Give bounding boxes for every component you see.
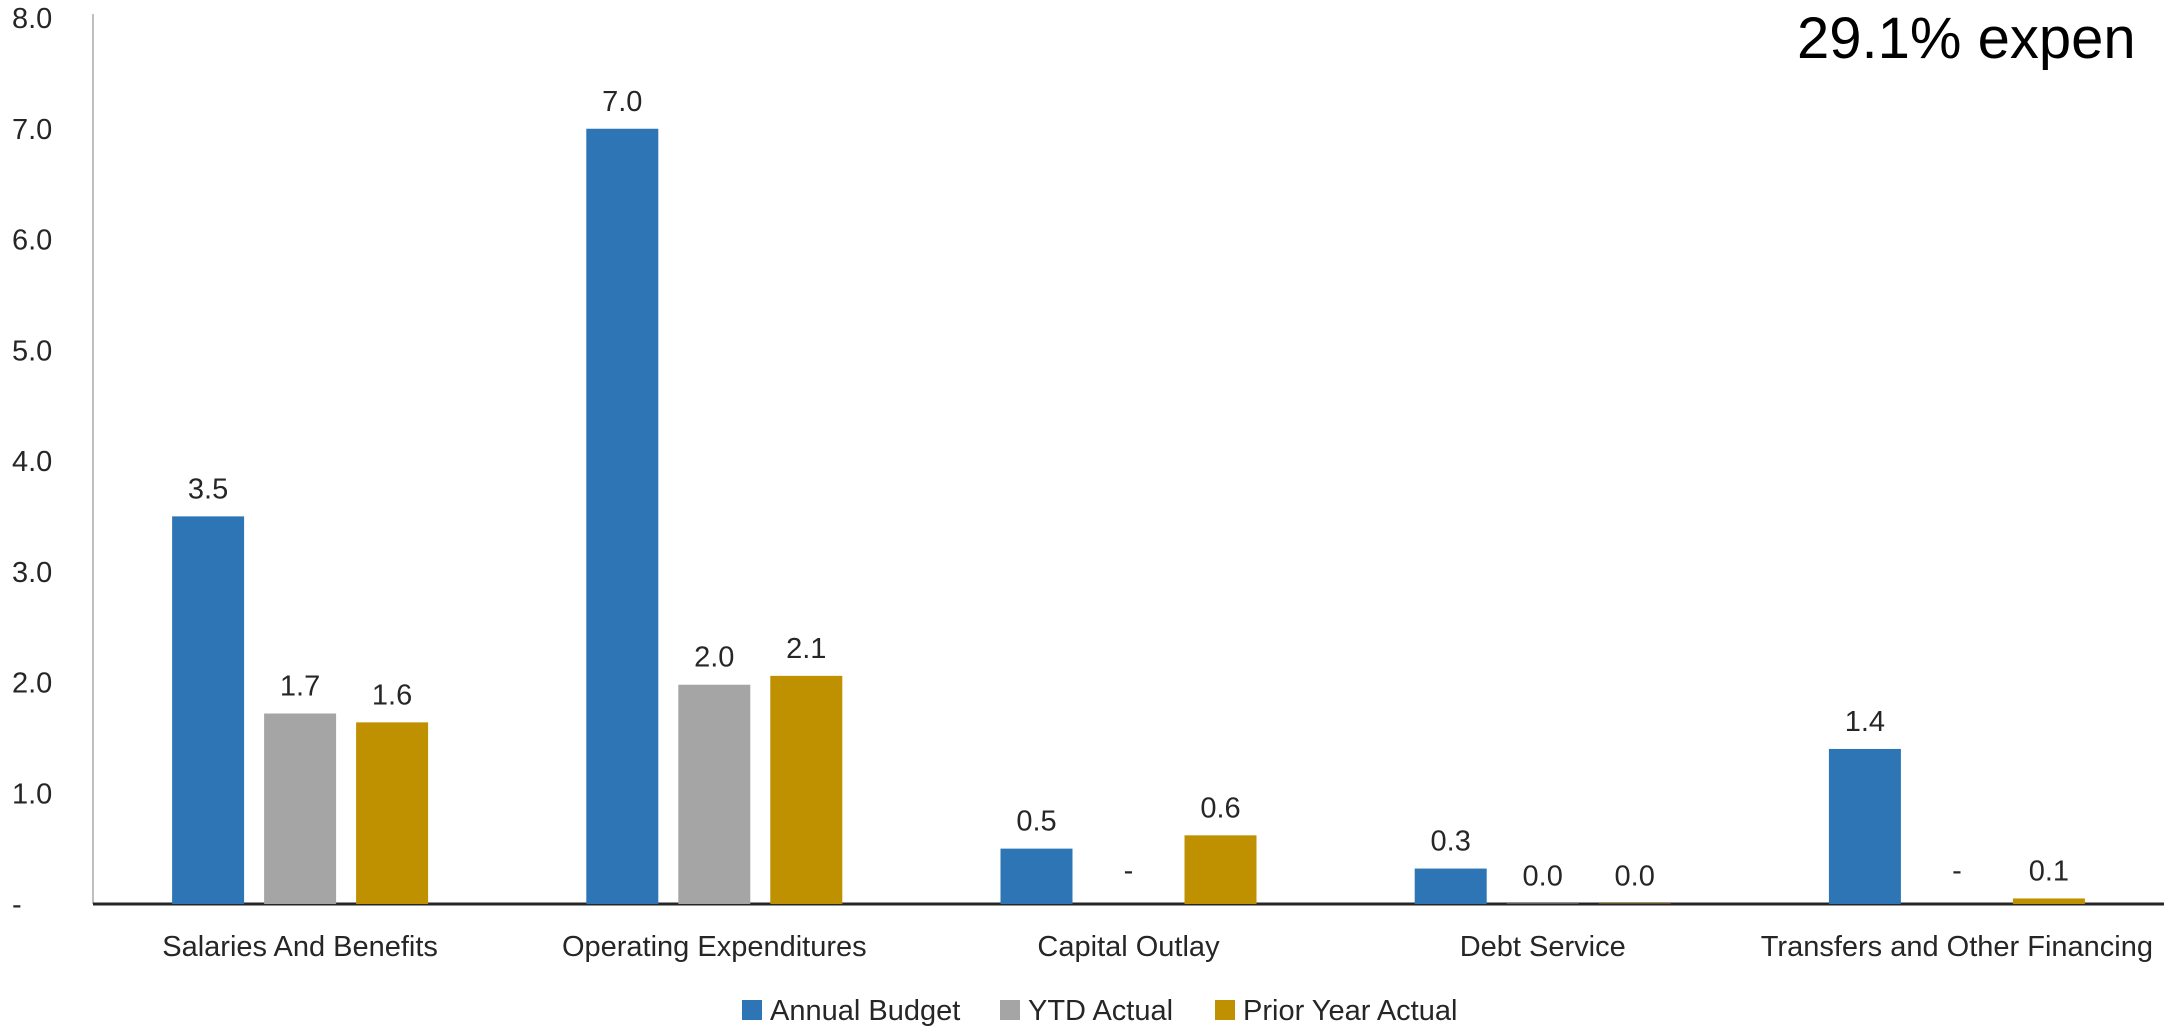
data-label: 0.6 (1200, 792, 1240, 824)
bars-group (172, 128, 2085, 904)
y-tick-label: 5.0 (12, 335, 52, 367)
bar (678, 684, 751, 904)
y-tick-label: - (12, 889, 22, 921)
annotation-text: 29.1% expen (1797, 6, 2136, 71)
category-label: Operating Expenditures (562, 931, 867, 963)
data-label: 0.5 (1016, 806, 1056, 838)
bar (770, 675, 843, 904)
y-tick-label: 3.0 (12, 557, 52, 589)
legend-swatch (1000, 1000, 1020, 1020)
bar (264, 713, 337, 904)
data-label: 0.0 (1615, 861, 1655, 893)
data-label: 1.4 (1845, 706, 1885, 738)
y-tick-label: 6.0 (12, 225, 52, 257)
y-tick-label: 1.0 (12, 778, 52, 810)
data-label: 1.6 (372, 679, 412, 711)
data-labels-group: 3.5 1.7 1.6 7.0 2.0 2.1 0.5 - 0.6 0.3 0.0 0.0 1.4 - 0.… (188, 86, 2069, 893)
data-label: 2.0 (694, 642, 734, 674)
legend-swatch (1215, 1000, 1235, 1020)
y-tick-label: 2.0 (12, 668, 52, 700)
data-label: - (1124, 855, 1134, 887)
data-label: 2.1 (786, 633, 826, 665)
bar (172, 516, 245, 904)
legend-label: Prior Year Actual (1243, 995, 1457, 1027)
bar (1000, 848, 1073, 904)
data-label: 7.0 (602, 86, 642, 118)
y-tick-label: 4.0 (12, 446, 52, 478)
data-label: 0.0 (1523, 861, 1563, 893)
y-tick-label: 7.0 (12, 114, 52, 146)
legend-label: YTD Actual (1028, 995, 1173, 1027)
y-tick-label: 8.0 (12, 3, 52, 35)
data-label: 0.3 (1431, 826, 1471, 858)
data-label: 1.7 (280, 671, 320, 703)
category-labels: Salaries And Benefits Operating Expenditu… (162, 931, 2153, 963)
category-label: Debt Service (1460, 931, 1626, 963)
bar (586, 128, 659, 904)
category-label: Capital Outlay (1037, 931, 1220, 963)
y-tick-labels: - 1.0 2.0 3.0 4.0 5.0 6.0 7.0 8.0 (12, 3, 52, 921)
legend-swatch (742, 1000, 762, 1020)
axes-group (92, 14, 2164, 906)
category-label: Transfers and Other Financing (1761, 931, 2153, 963)
data-label: 3.5 (188, 473, 228, 505)
bar (1414, 868, 1487, 904)
data-label: - (1952, 855, 1962, 887)
bar (356, 722, 429, 904)
legend: Annual Budget YTD Actual Prior Year Actual (742, 995, 1457, 1027)
bar (1184, 835, 1257, 904)
data-label: 0.1 (2029, 855, 2069, 887)
bar (2012, 898, 2085, 904)
legend-label: Annual Budget (770, 995, 960, 1027)
category-label: Salaries And Benefits (162, 931, 438, 963)
bar (1828, 748, 1901, 904)
